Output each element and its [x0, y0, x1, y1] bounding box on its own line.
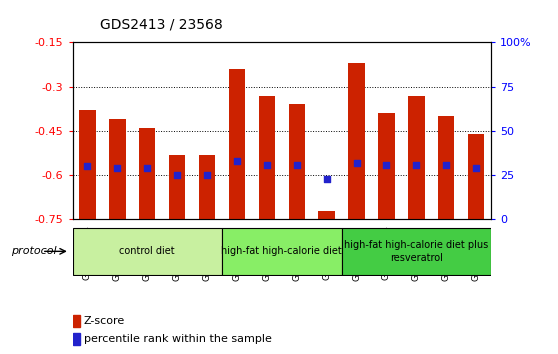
Bar: [341, 228, 491, 275]
Text: control diet: control diet: [119, 246, 175, 256]
Bar: [73, 228, 222, 275]
Point: [83, 164, 92, 169]
Point: [442, 162, 451, 167]
Bar: [109, 119, 126, 219]
Bar: [438, 116, 454, 219]
Bar: [319, 211, 335, 219]
Text: GDS2413 / 23568: GDS2413 / 23568: [100, 18, 223, 32]
Text: percentile rank within the sample: percentile rank within the sample: [84, 334, 272, 344]
Bar: [73, 315, 79, 327]
Point: [322, 176, 331, 182]
Bar: [288, 104, 305, 219]
Text: protocol: protocol: [11, 246, 57, 256]
Bar: [79, 110, 96, 219]
Bar: [169, 155, 185, 219]
Bar: [229, 69, 245, 219]
Point: [203, 172, 211, 178]
Point: [143, 165, 152, 171]
Point: [382, 162, 391, 167]
Bar: [222, 228, 341, 275]
Bar: [258, 96, 275, 219]
Bar: [73, 333, 79, 345]
Bar: [468, 134, 484, 219]
Text: Z-score: Z-score: [84, 316, 125, 326]
Point: [262, 162, 271, 167]
Text: high-fat high-calorie diet plus
resveratrol: high-fat high-calorie diet plus resverat…: [344, 240, 488, 263]
Point: [292, 162, 301, 167]
Bar: [199, 155, 215, 219]
Bar: [348, 63, 365, 219]
Point: [472, 165, 480, 171]
Bar: [139, 128, 156, 219]
Point: [352, 160, 361, 166]
Text: high-fat high-calorie diet: high-fat high-calorie diet: [222, 246, 342, 256]
Point: [233, 158, 242, 164]
Point: [173, 172, 182, 178]
Bar: [408, 96, 425, 219]
Point: [113, 165, 122, 171]
Point: [412, 162, 421, 167]
Bar: [378, 113, 395, 219]
